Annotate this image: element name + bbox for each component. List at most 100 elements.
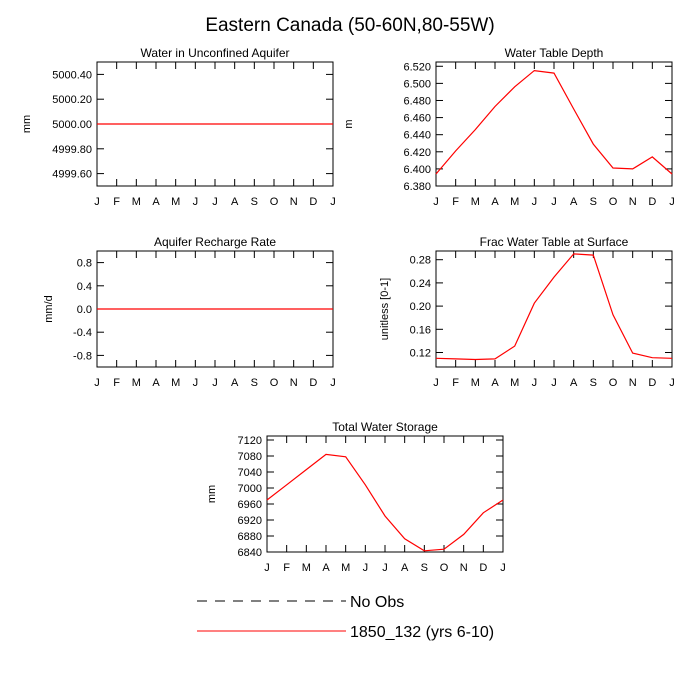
- y-tick-label: 6920: [238, 515, 262, 527]
- y-tick-label: 5000.20: [52, 94, 92, 106]
- y-axis-label: mm: [206, 485, 218, 503]
- y-axis-label: mm/d: [43, 295, 55, 323]
- x-tick-label: S: [590, 196, 597, 208]
- x-tick-label: J: [363, 562, 369, 574]
- y-tick-label: 5000.00: [52, 119, 92, 131]
- series-line: [266, 453, 504, 552]
- x-tick-label: J: [330, 377, 336, 389]
- x-tick-label: F: [452, 377, 459, 389]
- y-tick-label: 6840: [238, 547, 262, 559]
- y-tick-label: 6.460: [403, 113, 431, 125]
- x-tick-label: J: [212, 377, 218, 389]
- y-tick-label: 6.500: [403, 78, 431, 90]
- panel-title: Aquifer Recharge Rate: [154, 235, 276, 249]
- x-tick-label: M: [510, 377, 519, 389]
- y-tick-label: 5000.40: [52, 69, 92, 81]
- x-tick-label: O: [270, 377, 279, 389]
- x-tick-label: J: [94, 196, 100, 208]
- plot-frame: [435, 250, 673, 368]
- y-tick-label: 6.480: [403, 95, 431, 107]
- x-tick-label: D: [479, 562, 487, 574]
- x-tick-label: N: [629, 196, 637, 208]
- plot-frame: [435, 61, 673, 187]
- y-tick-label: 0.0: [77, 304, 92, 316]
- y-tick-label: 7040: [238, 467, 262, 479]
- x-tick-label: J: [551, 196, 557, 208]
- y-tick-label: 0.8: [77, 258, 92, 270]
- x-tick-label: D: [648, 196, 656, 208]
- y-tick-label: 0.20: [410, 301, 431, 313]
- x-tick-label: N: [290, 377, 298, 389]
- panel-title: Water in Unconfined Aquifer: [141, 46, 290, 60]
- x-tick-label: J: [551, 377, 557, 389]
- x-tick-label: J: [669, 196, 675, 208]
- y-tick-label: 0.12: [410, 348, 431, 360]
- x-tick-label: J: [532, 196, 538, 208]
- x-tick-label: S: [251, 377, 258, 389]
- x-tick-label: A: [570, 377, 578, 389]
- x-tick-label: M: [132, 196, 141, 208]
- x-tick-label: M: [171, 377, 180, 389]
- panel-title: Total Water Storage: [332, 420, 438, 434]
- x-tick-label: A: [322, 562, 330, 574]
- legend-label-1850-132: 1850_132 (yrs 6-10): [350, 624, 494, 641]
- x-tick-label: O: [270, 196, 279, 208]
- x-tick-label: S: [590, 377, 597, 389]
- y-tick-label: 7080: [238, 451, 262, 463]
- x-tick-label: O: [440, 562, 449, 574]
- y-tick-label: -0.8: [73, 350, 92, 362]
- x-tick-label: J: [94, 377, 100, 389]
- y-tick-label: 6.380: [403, 181, 431, 193]
- x-tick-label: F: [113, 196, 120, 208]
- x-tick-label: J: [433, 377, 439, 389]
- x-tick-label: M: [341, 562, 350, 574]
- x-tick-label: A: [401, 562, 409, 574]
- x-tick-label: O: [609, 196, 618, 208]
- y-axis-label: m: [343, 119, 355, 128]
- x-tick-label: N: [629, 377, 637, 389]
- x-tick-label: J: [264, 562, 270, 574]
- y-tick-label: 4999.80: [52, 144, 92, 156]
- y-tick-label: 6.420: [403, 147, 431, 159]
- x-tick-label: J: [193, 196, 199, 208]
- x-tick-label: F: [283, 562, 290, 574]
- y-axis-label: unitless [0-1]: [379, 278, 391, 340]
- x-tick-label: J: [382, 562, 388, 574]
- legend: No Obs 1850_132 (yrs 6-10): [197, 594, 494, 641]
- x-tick-label: J: [433, 196, 439, 208]
- x-tick-label: A: [152, 377, 160, 389]
- y-tick-label: 0.16: [410, 324, 431, 336]
- y-tick-label: -0.4: [73, 327, 92, 339]
- x-tick-label: A: [570, 196, 578, 208]
- y-tick-label: 6880: [238, 531, 262, 543]
- x-tick-label: M: [302, 562, 311, 574]
- x-tick-label: M: [132, 377, 141, 389]
- legend-label-no-obs: No Obs: [350, 594, 404, 611]
- plot-frame: [266, 435, 504, 553]
- y-tick-label: 0.28: [410, 255, 431, 267]
- x-tick-label: O: [609, 377, 618, 389]
- x-tick-label: A: [491, 196, 499, 208]
- x-tick-label: D: [309, 377, 317, 389]
- x-tick-label: M: [171, 196, 180, 208]
- x-tick-label: A: [231, 196, 239, 208]
- x-tick-label: M: [471, 196, 480, 208]
- x-tick-label: F: [452, 196, 459, 208]
- x-tick-label: J: [193, 377, 199, 389]
- panel-title: Water Table Depth: [505, 46, 604, 60]
- x-tick-label: J: [669, 377, 675, 389]
- series-line: [435, 253, 673, 361]
- x-tick-label: S: [251, 196, 258, 208]
- x-tick-label: N: [460, 562, 468, 574]
- y-tick-label: 6960: [238, 499, 262, 511]
- x-tick-label: D: [309, 196, 317, 208]
- series-line: [435, 69, 673, 175]
- x-tick-label: M: [510, 196, 519, 208]
- y-axis-label: mm: [21, 115, 33, 133]
- x-tick-label: J: [212, 196, 218, 208]
- x-tick-label: J: [330, 196, 336, 208]
